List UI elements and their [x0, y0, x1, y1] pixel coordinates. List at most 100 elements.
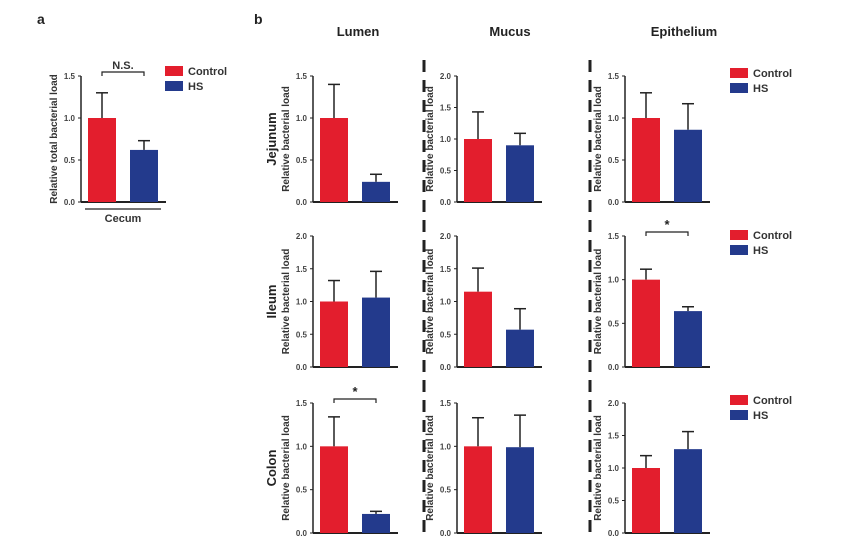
legend-label: HS [753, 245, 768, 257]
bar-control [320, 301, 348, 367]
bar-panel: 0.0 0.5 1.0 1.5 Relative bacterial load [593, 72, 710, 207]
bar-control [88, 118, 116, 202]
bar-control [320, 446, 348, 533]
y-axis-label: Relative bacterial load [425, 249, 436, 355]
y-tick-label: 0.0 [608, 198, 620, 207]
y-tick-label: 1.0 [440, 442, 452, 451]
y-tick-label: 0.0 [608, 529, 620, 538]
y-tick-label: 0.5 [296, 156, 308, 165]
y-tick-label: 1.5 [296, 72, 308, 81]
y-tick-label: 1.0 [296, 114, 308, 123]
y-axis-label: Relative bacterial load [593, 249, 604, 355]
y-tick-label: 0.0 [296, 198, 308, 207]
y-tick-label: 1.5 [608, 72, 620, 81]
bar-hs [674, 449, 702, 533]
bar-control [632, 279, 660, 367]
y-axis-label: Relative bacterial load [593, 86, 604, 192]
y-tick-label: 0.5 [608, 319, 620, 328]
legend: Control HS [730, 68, 792, 95]
y-axis-label: Relative bacterial load [281, 86, 292, 192]
bar-panel: 0.0 0.5 1.0 1.5 Relative bacterial load [281, 72, 398, 207]
bar-panel: 0.0 0.5 1.0 1.5 2.0 Relative bacterial load [593, 399, 710, 538]
bar-hs [506, 329, 534, 367]
bar-hs [674, 311, 702, 367]
y-tick-label: 0.5 [440, 330, 452, 339]
y-tick-label: 1.0 [608, 276, 620, 285]
significance-label: * [352, 384, 358, 399]
row-label: Jejunum [264, 112, 279, 165]
legend-swatch [730, 245, 748, 255]
legend-swatch [730, 410, 748, 420]
y-tick-label: 0.5 [608, 156, 620, 165]
y-tick-label: 0.0 [440, 529, 452, 538]
bar-hs [362, 181, 390, 202]
y-axis-label: Relative bacterial load [281, 415, 292, 521]
y-tick-label: 0.5 [608, 497, 620, 506]
bar-panel: 0.0 0.5 1.0 1.5 2.0 Relative bacterial load [281, 232, 398, 372]
y-axis-label: Relative bacterial load [593, 415, 604, 521]
legend-label: HS [188, 81, 203, 93]
x-axis-label: Cecum [105, 213, 142, 225]
y-tick-label: 0.5 [64, 156, 76, 165]
bar-hs [506, 447, 534, 533]
y-tick-label: 0.0 [296, 529, 308, 538]
y-tick-label: 1.5 [608, 232, 620, 241]
y-tick-label: 1.5 [440, 104, 452, 113]
bar-hs [362, 297, 390, 367]
y-tick-label: 0.0 [296, 363, 308, 372]
y-tick-label: 2.0 [296, 232, 308, 241]
legend-swatch [730, 83, 748, 93]
y-tick-label: 1.5 [440, 399, 452, 408]
y-axis-label: Relative total bacterial load [49, 74, 60, 204]
bar-panel: 0.0 0.5 1.0 1.5 Relative total bacterial loa… [49, 60, 166, 225]
y-tick-label: 1.0 [64, 114, 76, 123]
legend-swatch [730, 230, 748, 240]
bar-control [464, 291, 492, 367]
significance-bracket [645, 231, 689, 236]
y-tick-label: 0.5 [440, 167, 452, 176]
legend-swatch [730, 395, 748, 405]
significance-bracket [101, 71, 145, 76]
significance-label: N.S. [112, 60, 133, 72]
y-tick-label: 1.0 [608, 464, 620, 473]
column-title: Epithelium [651, 24, 717, 39]
y-axis-label: Relative bacterial load [425, 415, 436, 521]
legend-swatch [730, 68, 748, 78]
y-tick-label: 1.0 [608, 114, 620, 123]
legend-label: HS [753, 410, 768, 422]
legend-label: Control [753, 230, 792, 242]
y-tick-label: 1.5 [296, 265, 308, 274]
y-tick-label: 0.5 [296, 486, 308, 495]
bar-panel: 0.0 0.5 1.0 1.5 Relative bacterial load * [593, 217, 710, 372]
bar-control [632, 118, 660, 202]
legend: Control HS [730, 395, 792, 422]
legend-swatch [165, 66, 183, 76]
bar-panel: 0.0 0.5 1.0 1.5 Relative bacterial load * [281, 384, 398, 538]
bar-panel: 0.0 0.5 1.0 1.5 Relative bacterial load [425, 399, 542, 538]
y-axis-label: Relative bacterial load [281, 249, 292, 355]
bar-control [464, 446, 492, 533]
y-tick-label: 0.0 [440, 198, 452, 207]
bar-hs [506, 145, 534, 202]
bar-control [632, 468, 660, 533]
significance-label: * [664, 217, 670, 232]
y-tick-label: 0.5 [296, 330, 308, 339]
y-tick-label: 2.0 [608, 399, 620, 408]
y-axis-label: Relative bacterial load [425, 86, 436, 192]
bar-control [320, 118, 348, 202]
y-tick-label: 1.0 [296, 442, 308, 451]
bar-control [464, 139, 492, 202]
column-title: Lumen [337, 24, 380, 39]
bar-hs [362, 513, 390, 533]
y-tick-label: 1.5 [296, 399, 308, 408]
row-label: Colon [264, 450, 279, 487]
y-tick-label: 1.5 [64, 72, 76, 81]
legend-label: HS [753, 83, 768, 95]
bar-hs [674, 129, 702, 202]
legend-label: Control [188, 66, 227, 78]
y-tick-label: 0.0 [440, 363, 452, 372]
legend: Control HS [165, 66, 227, 93]
y-tick-label: 1.5 [608, 432, 620, 441]
y-tick-label: 1.5 [440, 265, 452, 274]
